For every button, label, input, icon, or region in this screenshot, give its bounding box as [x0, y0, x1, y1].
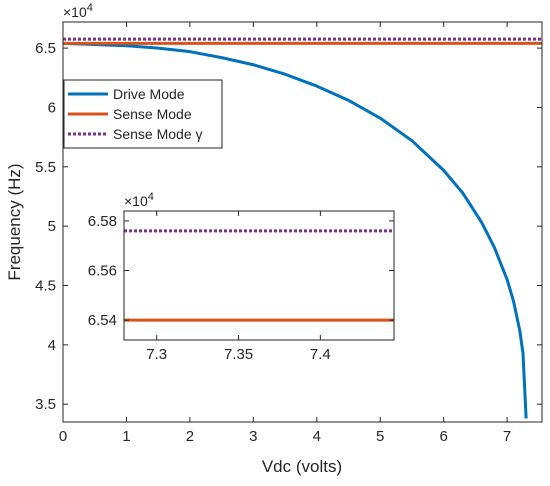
x-axis-label: Vdc (volts): [262, 457, 342, 476]
inset-y-tick-label: 6.56: [88, 263, 117, 280]
main-y-tick-label: 4.5: [35, 278, 56, 295]
inset-axes-box: [123, 210, 395, 341]
y-axis-label: Frequency (Hz): [5, 163, 24, 280]
main-x-tick-label: 6: [439, 428, 447, 445]
main-x-tick-label: 7: [503, 428, 511, 445]
main-x-tick-label: 3: [249, 428, 257, 445]
inset-series-layer: [124, 229, 394, 322]
main-y-tick-label: 4: [48, 337, 56, 354]
main-axes: 0 1 2 3 4 5 6 7 3.5 4 4.5 5 5.5 6 6.5 ×104 Vdc (volts…: [5, 2, 543, 476]
inset-y-multiplier: ×104: [124, 191, 154, 209]
inset-y-tick-label: 6.54: [88, 312, 117, 329]
inset-y-tick-label: 6.58: [88, 213, 117, 230]
inset-x-tick-label: 7.3: [146, 346, 167, 363]
legend-label-drive-mode: Drive Mode: [113, 86, 185, 102]
main-x-tick-label: 4: [313, 428, 321, 445]
main-y-tick-label: 6: [48, 99, 56, 116]
inset-x-tick-label: 7.4: [310, 346, 331, 363]
main-y-tick-label: 5: [48, 218, 56, 235]
main-y-tick-label: 3.5: [35, 396, 56, 413]
inset-background: [124, 211, 394, 340]
legend-label-sense-mode-gamma: Sense Mode γ: [113, 126, 203, 142]
inset-y-ticks: 6.54 6.56 6.58: [88, 213, 394, 329]
main-axes-box: [62, 21, 543, 423]
inset-x-ticks: 7.3 7.35 7.4: [146, 211, 331, 363]
main-series-layer: [63, 37, 542, 419]
main-y-tick-label: 6.5: [35, 40, 56, 57]
main-y-multiplier: ×104: [63, 2, 93, 20]
inset-axes: 7.3 7.35 7.4 6.54 6.56 6.58 ×104: [88, 191, 395, 363]
main-x-tick-label: 0: [59, 428, 67, 445]
main-y-tick-label: 5.5: [35, 159, 56, 176]
main-series-drive-mode-line: [63, 41, 528, 419]
main-y-ticks: 3.5 4 4.5 5 5.5 6 6.5: [35, 40, 542, 413]
main-x-tick-label: 1: [122, 428, 130, 445]
inset-x-tick-label: 7.35: [224, 346, 253, 363]
main-x-tick-label: 5: [376, 428, 384, 445]
legend: Drive Mode Sense Mode Sense Mode γ: [63, 79, 223, 149]
legend-label-sense-mode: Sense Mode: [113, 106, 192, 122]
main-x-tick-label: 2: [186, 428, 194, 445]
main-x-ticks: 0 1 2 3 4 5 6 7: [59, 22, 511, 445]
